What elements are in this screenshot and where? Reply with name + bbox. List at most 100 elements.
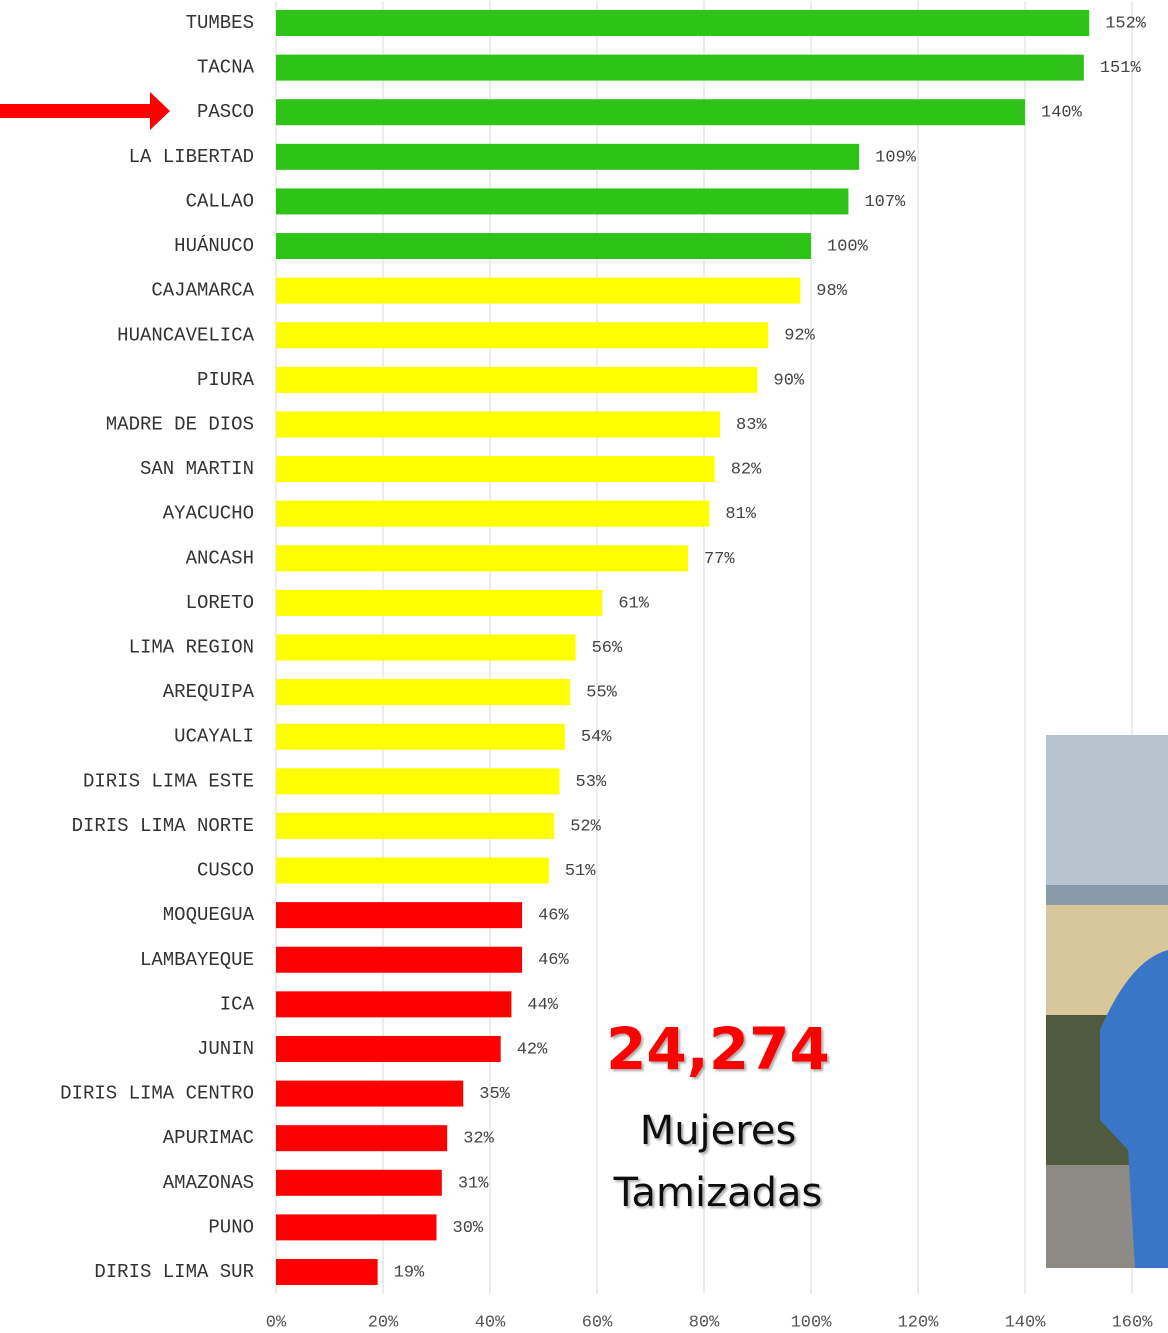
value-label: 30% bbox=[453, 1219, 484, 1238]
plot: 0% 20% 40% 60% 80% 100% 120% 140% 160% TUMBES 152%… bbox=[60, 10, 1153, 1332]
y-tick-label: TACNA bbox=[197, 57, 255, 79]
y-tick-label: JUNIN bbox=[197, 1038, 254, 1060]
y-tick-label: LAMBAYEQUE bbox=[140, 949, 254, 971]
annotation-text: Tamizadas bbox=[613, 1170, 823, 1216]
y-tick-label: APURIMAC bbox=[163, 1127, 254, 1149]
bar bbox=[276, 768, 560, 794]
value-label: 32% bbox=[463, 1130, 494, 1149]
y-tick-label: CAJAMARCA bbox=[151, 280, 254, 302]
y-tick-label: AREQUIPA bbox=[163, 681, 255, 703]
bar bbox=[276, 99, 1025, 125]
value-label: 77% bbox=[704, 550, 735, 569]
y-tick-label: AYACUCHO bbox=[163, 503, 254, 525]
value-label: 140% bbox=[1041, 104, 1083, 123]
bar bbox=[276, 233, 811, 259]
value-label: 82% bbox=[731, 461, 762, 480]
value-label: 81% bbox=[725, 505, 756, 524]
bar bbox=[276, 144, 859, 170]
value-label: 56% bbox=[592, 639, 623, 658]
y-tick-label: HUANCAVELICA bbox=[117, 324, 254, 346]
bar bbox=[276, 679, 570, 705]
value-label: 53% bbox=[576, 773, 607, 792]
y-tick-label: DIRIS LIMA CENTRO bbox=[60, 1083, 254, 1105]
value-label: 151% bbox=[1100, 59, 1142, 78]
value-label: 98% bbox=[816, 282, 847, 301]
photo bbox=[1046, 735, 1168, 1268]
bar bbox=[276, 545, 688, 571]
y-tick-label: HUÁNUCO bbox=[174, 235, 254, 257]
bar bbox=[276, 278, 800, 304]
value-label: 51% bbox=[565, 862, 596, 881]
x-tick-label: 40% bbox=[475, 1313, 506, 1332]
bar bbox=[276, 724, 565, 750]
y-tick-label: TUMBES bbox=[186, 12, 254, 34]
arrow bbox=[0, 92, 170, 130]
y-tick-label: ANCASH bbox=[186, 547, 254, 569]
bar bbox=[276, 590, 602, 616]
value-label: 152% bbox=[1105, 14, 1147, 33]
x-tick-label: 60% bbox=[582, 1313, 613, 1332]
photo-clouds bbox=[1046, 735, 1168, 885]
value-label: 90% bbox=[774, 371, 805, 390]
y-tick-label: MADRE DE DIOS bbox=[106, 413, 254, 435]
bar bbox=[276, 1259, 378, 1285]
annotation-number: 24,274 bbox=[606, 1015, 830, 1083]
x-tick-label: 160% bbox=[1112, 1313, 1154, 1332]
bar bbox=[276, 635, 576, 661]
value-label: 19% bbox=[394, 1263, 425, 1282]
y-tick-label: UCAYALI bbox=[174, 726, 254, 748]
y-tick-label: SAN MARTIN bbox=[140, 458, 254, 480]
bar bbox=[276, 367, 758, 393]
value-label: 55% bbox=[586, 684, 617, 703]
bar bbox=[276, 1081, 463, 1107]
value-label: 83% bbox=[736, 416, 767, 435]
value-label: 42% bbox=[517, 1040, 548, 1059]
y-tick-label: LIMA REGION bbox=[129, 637, 254, 659]
bar bbox=[276, 813, 554, 839]
bar bbox=[276, 1214, 437, 1240]
y-tick-label: PUNO bbox=[208, 1216, 254, 1238]
bar bbox=[276, 1036, 501, 1062]
bar bbox=[276, 1125, 447, 1151]
bar bbox=[276, 947, 522, 973]
bar bbox=[276, 902, 522, 928]
value-label: 46% bbox=[538, 907, 569, 926]
y-tick-label: CUSCO bbox=[197, 860, 254, 882]
value-label: 44% bbox=[527, 996, 558, 1015]
y-tick-label: MOQUEGUA bbox=[163, 904, 255, 926]
y-tick-label: ICA bbox=[220, 993, 255, 1015]
x-tick-label: 80% bbox=[689, 1313, 720, 1332]
bar bbox=[276, 858, 549, 884]
annotation-text: Mujeres bbox=[640, 1108, 797, 1154]
x-tick-label: 0% bbox=[266, 1313, 287, 1332]
value-label: 31% bbox=[458, 1174, 489, 1193]
x-tick-label: 20% bbox=[368, 1313, 399, 1332]
bar bbox=[276, 1170, 442, 1196]
x-tick-label: 140% bbox=[1005, 1313, 1047, 1332]
bar bbox=[276, 322, 768, 348]
x-tick-label: 100% bbox=[791, 1313, 833, 1332]
y-tick-label: AMAZONAS bbox=[163, 1172, 254, 1194]
bar bbox=[276, 456, 715, 482]
value-label: 109% bbox=[875, 148, 917, 167]
bar bbox=[276, 991, 511, 1017]
bar bbox=[276, 55, 1084, 81]
value-label: 35% bbox=[479, 1085, 510, 1104]
y-tick-label: DIRIS LIMA ESTE bbox=[83, 770, 254, 792]
y-tick-label: DIRIS LIMA NORTE bbox=[72, 815, 254, 837]
y-tick-label: CALLAO bbox=[186, 190, 254, 212]
bar bbox=[276, 411, 720, 437]
chart: 0% 20% 40% 60% 80% 100% 120% 140% 160% TUMBES 152%… bbox=[0, 0, 1168, 1333]
value-label: 52% bbox=[570, 817, 601, 836]
bar bbox=[276, 188, 848, 214]
value-label: 61% bbox=[618, 594, 649, 613]
y-tick-label: PIURA bbox=[197, 369, 255, 391]
value-label: 54% bbox=[581, 728, 612, 747]
value-label: 107% bbox=[864, 193, 906, 212]
y-tick-label: LORETO bbox=[186, 592, 254, 614]
y-tick-label: LA LIBERTAD bbox=[129, 146, 254, 168]
y-tick-label: DIRIS LIMA SUR bbox=[94, 1261, 254, 1283]
bar bbox=[276, 10, 1089, 36]
value-label: 100% bbox=[827, 238, 869, 257]
x-tick-label: 120% bbox=[898, 1313, 940, 1332]
